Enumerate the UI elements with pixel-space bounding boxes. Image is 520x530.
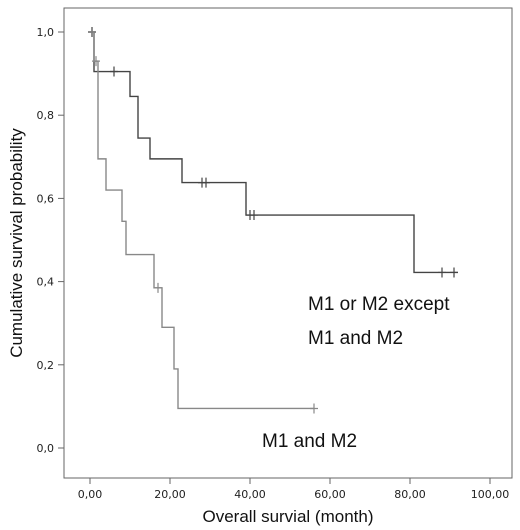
survival-curve-2 bbox=[90, 31, 314, 410]
annotation-m1-and-m2-upper: M1 and M2 bbox=[308, 328, 403, 349]
censor-mark bbox=[438, 267, 446, 278]
x-axis-label: Overall survial (month) bbox=[203, 507, 374, 526]
annotation-m1-or-m2-except: M1 or M2 except bbox=[308, 294, 450, 315]
y-tick-label: 0,4 bbox=[37, 276, 55, 289]
x-tick-label: 0,00 bbox=[78, 488, 103, 501]
y-tick-label: 0,2 bbox=[37, 359, 55, 372]
censor-mark bbox=[202, 177, 210, 188]
x-tick-label: 80,00 bbox=[394, 488, 426, 501]
x-tick-label: 60,00 bbox=[314, 488, 346, 501]
x-tick-label: 20,00 bbox=[154, 488, 186, 501]
y-axis-label: Cumulative survival probability bbox=[7, 128, 26, 358]
y-tick-label: 0,6 bbox=[37, 192, 55, 205]
x-tick-label: 40,00 bbox=[234, 488, 266, 501]
x-tick-label: 100,00 bbox=[471, 488, 510, 501]
censor-mark bbox=[154, 282, 162, 293]
plot-frame bbox=[63, 7, 513, 479]
y-tick-label: 0,8 bbox=[37, 109, 55, 122]
censor-mark bbox=[250, 210, 258, 221]
censor-mark bbox=[310, 403, 318, 414]
series-group bbox=[88, 27, 458, 414]
censor-mark bbox=[450, 267, 458, 278]
y-tick-label: 0,0 bbox=[37, 442, 55, 455]
tick-group: 0,00 20,00 40,00 60,00 80,00 100,00 0,0 0,2 0,4 0… bbox=[37, 26, 510, 501]
y-tick-label: 1,0 bbox=[37, 26, 55, 39]
survival-curve-1 bbox=[90, 31, 458, 274]
censor-mark bbox=[110, 66, 118, 77]
censor-mark bbox=[92, 56, 100, 67]
annotation-m1-and-m2-lower: M1 and M2 bbox=[262, 431, 357, 452]
